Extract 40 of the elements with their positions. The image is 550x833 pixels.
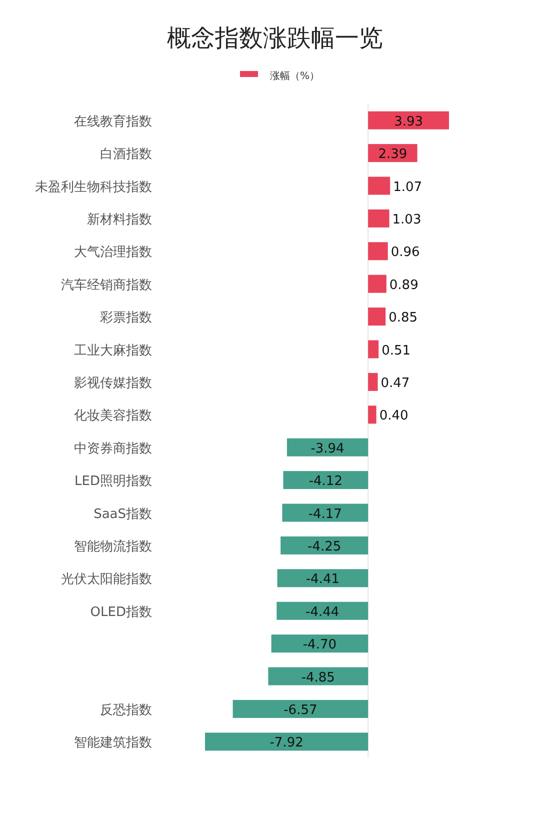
data-label: 0.89 (389, 278, 418, 293)
category-label: LED照明指数 (74, 474, 152, 490)
data-label: -3.94 (310, 441, 344, 456)
data-label: -4.44 (306, 604, 340, 620)
data-label: 1.07 (393, 180, 422, 195)
category-label: 汽车经销商指数 (61, 278, 152, 293)
data-label: -7.92 (270, 736, 304, 751)
category-label: 大气治理指数 (74, 245, 152, 260)
category-label: 光伏太阳能指数 (61, 572, 152, 588)
data-label: -4.17 (308, 506, 342, 522)
data-label: 0.40 (379, 408, 408, 424)
legend-label: 涨幅（%） (270, 71, 320, 82)
data-label: -4.41 (306, 572, 340, 588)
data-label: -6.57 (284, 702, 318, 718)
category-label: OLED指数 (90, 604, 152, 620)
title: 概念指数涨跌幅一览 (167, 24, 383, 52)
category-label: 新材料指数 (87, 212, 152, 228)
category-label: 工业大麻指数 (74, 343, 152, 358)
category-label: 影视传媒指数 (74, 376, 152, 391)
category-label: 白酒指数 (100, 147, 152, 162)
data-label: -4.25 (308, 539, 342, 554)
category-label: 化妆美容指数 (74, 408, 152, 424)
data-label: 2.39 (378, 147, 408, 162)
category-label: 反恐指数 (100, 702, 152, 718)
category-label: 未盈利生物科技指数 (35, 180, 152, 195)
category-label: 彩票指数 (100, 310, 152, 326)
data-label: 0.85 (388, 310, 418, 326)
data-label: 0.51 (382, 343, 411, 358)
category-label: SaaS指数 (94, 506, 152, 522)
data-label: -4.70 (302, 638, 336, 653)
data-label: -4.85 (301, 670, 335, 686)
data-label: 3.93 (394, 114, 424, 130)
data-label: -4.12 (308, 474, 342, 490)
data-label: 1.03 (392, 212, 422, 228)
data-label: 0.96 (390, 245, 420, 260)
data-label: 0.47 (380, 376, 410, 391)
category-label: 智能物流指数 (74, 539, 152, 554)
category-label: 中资券商指数 (74, 441, 152, 456)
category-label: 在线教育指数 (74, 114, 152, 130)
category-label: 智能建筑指数 (74, 736, 152, 751)
